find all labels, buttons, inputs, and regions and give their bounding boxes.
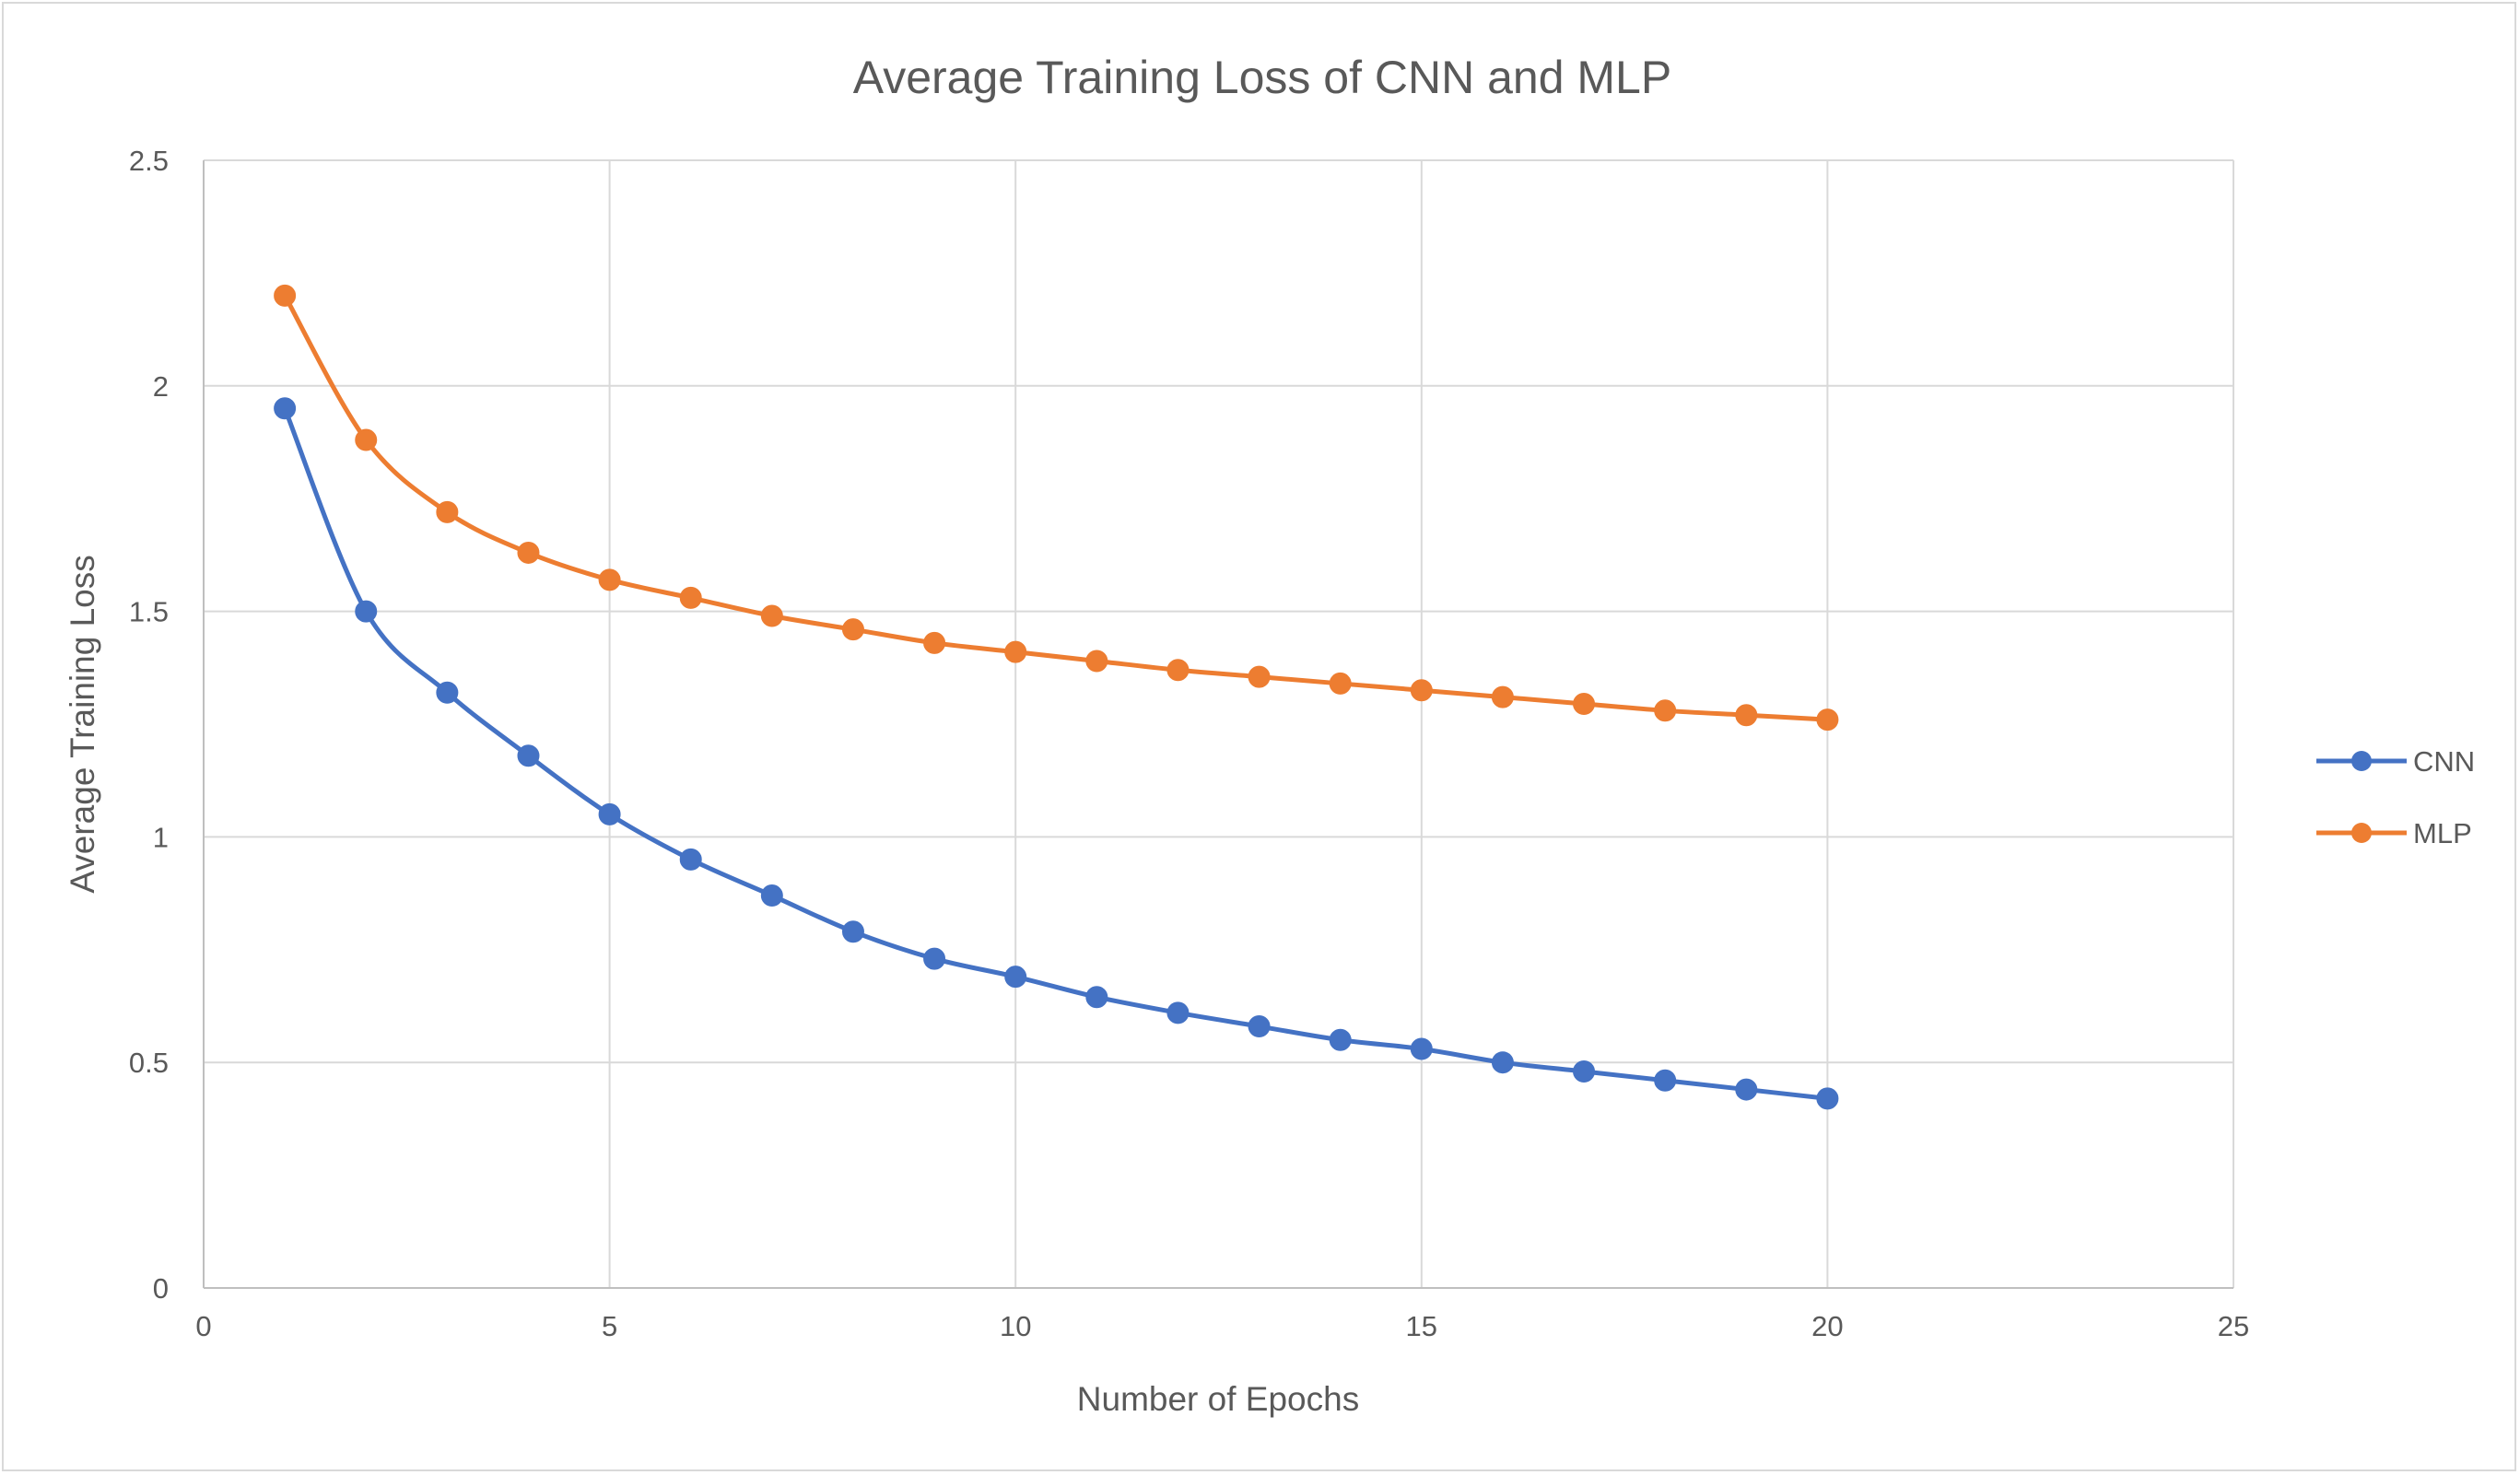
data-point-cnn: [1085, 986, 1108, 1009]
data-point-cnn: [1004, 966, 1027, 989]
series-mlp: [274, 284, 1839, 732]
data-point-mlp: [1248, 665, 1271, 688]
data-point-mlp: [1329, 672, 1352, 695]
data-point-cnn: [436, 681, 459, 704]
data-point-cnn: [1816, 1087, 1839, 1110]
axes: [203, 160, 2233, 1289]
y-tick-label: 0: [153, 1272, 169, 1305]
series-line-mlp: [282, 293, 1830, 722]
data-point-mlp: [355, 428, 378, 451]
data-point-mlp: [436, 500, 459, 523]
data-point-cnn: [1735, 1078, 1758, 1101]
chart-title: Average Training Loss of CNN and MLP: [853, 52, 1671, 103]
x-tick-label: 20: [1811, 1310, 1843, 1342]
data-point-mlp: [923, 631, 946, 654]
data-point-cnn: [598, 802, 621, 825]
x-tick-label: 0: [195, 1310, 211, 1342]
data-point-mlp: [841, 618, 864, 641]
data-point-mlp: [760, 604, 783, 627]
y-tick-label: 1.5: [129, 596, 169, 628]
x-tick-label: 15: [1406, 1310, 1437, 1342]
series-line-cnn: [282, 405, 1830, 1101]
y-axis-title: Average Training Loss: [64, 555, 101, 894]
data-point-cnn: [760, 884, 783, 907]
data-point-mlp: [1085, 650, 1108, 673]
legend-marker: [2351, 823, 2372, 843]
gridlines: [203, 159, 2234, 1289]
data-point-cnn: [679, 848, 702, 871]
y-tick-label: 1: [153, 821, 169, 853]
x-tick-label: 25: [2218, 1310, 2249, 1342]
data-point-mlp: [1573, 692, 1596, 715]
series-cnn: [274, 397, 1839, 1110]
x-tick-label: 5: [602, 1310, 617, 1342]
legend-entry-cnn: CNN: [2316, 745, 2475, 778]
data-point-mlp: [598, 568, 621, 591]
tick-labels: 0 5 10 15 20 25 0 0.5 1 1.5 2 2.5: [129, 145, 2249, 1342]
data-point-cnn: [1166, 1001, 1190, 1024]
data-point-cnn: [1329, 1028, 1352, 1051]
data-point-cnn: [355, 600, 378, 623]
data-point-mlp: [1816, 708, 1839, 732]
series: [274, 284, 1839, 1110]
legend-marker: [2351, 751, 2372, 771]
data-point-mlp: [517, 541, 540, 564]
legend: CNN MLP: [2316, 745, 2475, 849]
data-point-mlp: [1410, 679, 1433, 702]
data-point-cnn: [1573, 1059, 1596, 1083]
data-point-mlp: [1491, 685, 1514, 708]
data-point-cnn: [1654, 1069, 1677, 1092]
data-point-mlp: [679, 586, 702, 609]
data-point-mlp: [1166, 659, 1190, 682]
y-tick-label: 2.5: [129, 145, 169, 177]
data-point-mlp: [1735, 704, 1758, 727]
legend-label: CNN: [2413, 745, 2475, 778]
chart-svg: 0 5 10 15 20 25 0 0.5 1 1.5 2 2.5 CNN MLP Average Tr…: [64, 52, 2475, 1418]
data-point-mlp: [274, 284, 297, 307]
legend-label: MLP: [2413, 817, 2472, 849]
legend-entry-mlp: MLP: [2316, 817, 2472, 849]
data-point-mlp: [1654, 699, 1677, 722]
y-tick-label: 2: [153, 370, 169, 403]
data-point-cnn: [517, 744, 540, 767]
data-point-cnn: [841, 920, 864, 943]
x-axis-title: Number of Epochs: [1077, 1380, 1359, 1418]
y-tick-label: 0.5: [129, 1047, 169, 1079]
data-point-cnn: [1248, 1015, 1271, 1038]
data-point-mlp: [1004, 640, 1027, 663]
data-point-cnn: [1410, 1037, 1433, 1060]
data-point-cnn: [1491, 1051, 1514, 1074]
x-tick-label: 10: [1000, 1310, 1031, 1342]
data-point-cnn: [274, 397, 297, 420]
data-point-cnn: [923, 947, 946, 970]
